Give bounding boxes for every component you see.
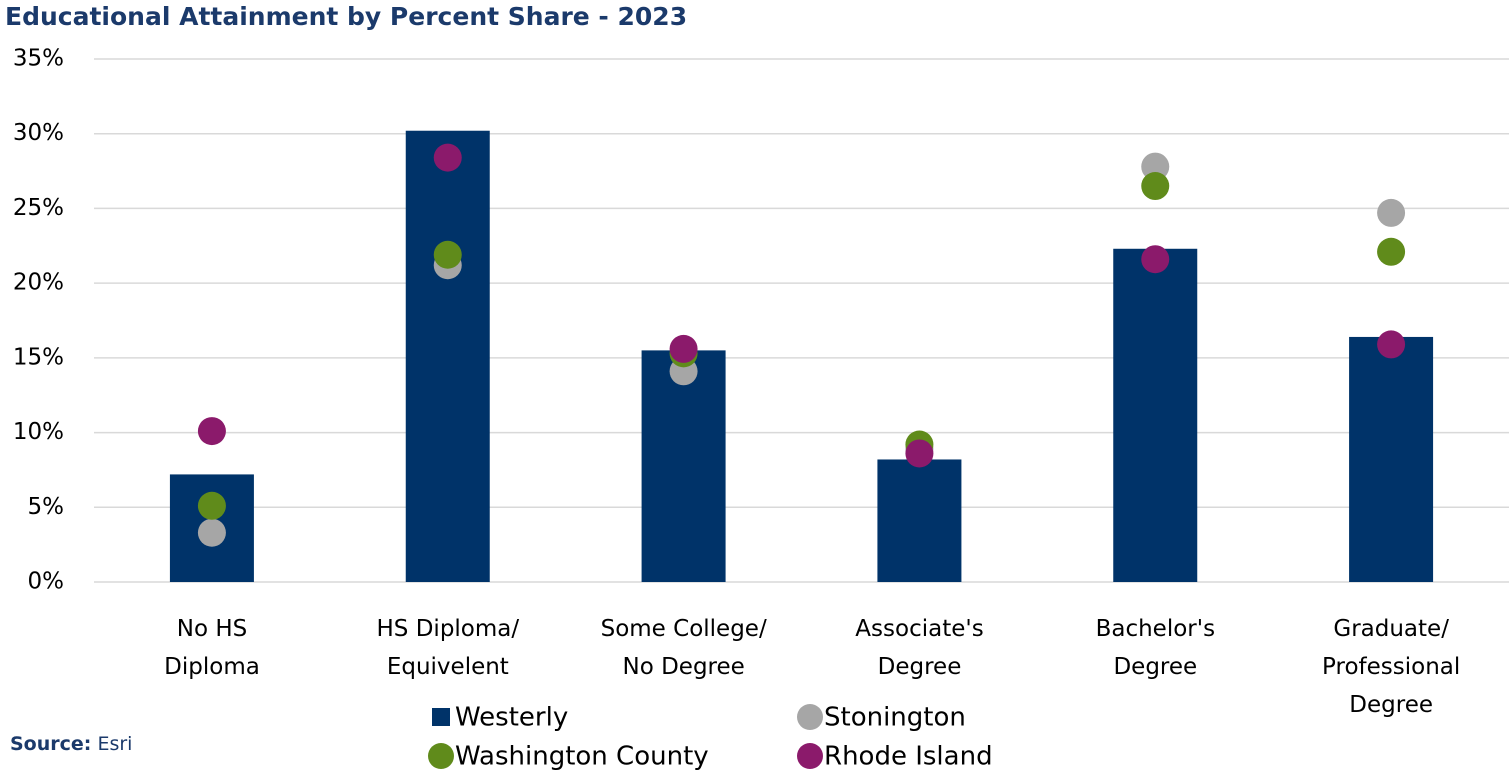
dot (1377, 237, 1406, 266)
y-tick-label: 30% (13, 120, 64, 146)
x-tick-label: Graduate/ Professional Degree (1322, 616, 1461, 718)
y-tick-label: 15% (13, 344, 64, 370)
y-tick-label: 35% (13, 46, 64, 72)
x-tick-label: HS Diploma/ Equivelent (376, 616, 520, 680)
bar (405, 130, 490, 582)
chart-title: Educational Attainment by Percent Share … (5, 2, 688, 31)
y-tick-label: 5% (28, 494, 65, 520)
y-tick-label: 25% (13, 195, 64, 221)
x-tick-label: No HS Diploma (164, 616, 260, 680)
y-tick-label: 0% (28, 569, 65, 595)
dot (197, 518, 226, 547)
legend-swatch (797, 704, 823, 730)
legend-label: Stonington (824, 703, 966, 733)
source-text: Esri (97, 733, 133, 755)
dot (1141, 245, 1170, 274)
dot (1377, 198, 1406, 227)
y-tick-label: 10% (13, 419, 64, 445)
x-tick-label: Bachelor's Degree (1095, 616, 1216, 680)
legend-swatch (428, 743, 454, 769)
dot (433, 240, 462, 269)
dot (1141, 172, 1170, 201)
dot (433, 143, 462, 172)
legend-label: Westerly (455, 703, 568, 733)
dot (1377, 330, 1406, 359)
bar (1113, 248, 1198, 582)
dot (905, 439, 934, 468)
bar (641, 350, 726, 582)
legend-swatch (797, 743, 823, 769)
dot (197, 491, 226, 520)
dot (1141, 152, 1170, 181)
bar (877, 459, 962, 582)
source: Source: Esri (10, 733, 132, 755)
source-label: Source: (10, 733, 92, 755)
x-tick-label: Some College/ No Degree (600, 616, 767, 680)
legend-swatch (432, 708, 450, 726)
bar (1349, 336, 1434, 582)
y-tick-label: 20% (13, 270, 64, 296)
legend-label: Rhode Island (824, 742, 993, 772)
legend-label: Washington County (455, 742, 709, 772)
dot (669, 334, 698, 363)
dot (197, 417, 226, 446)
x-tick-label: Associate's Degree (855, 616, 984, 680)
